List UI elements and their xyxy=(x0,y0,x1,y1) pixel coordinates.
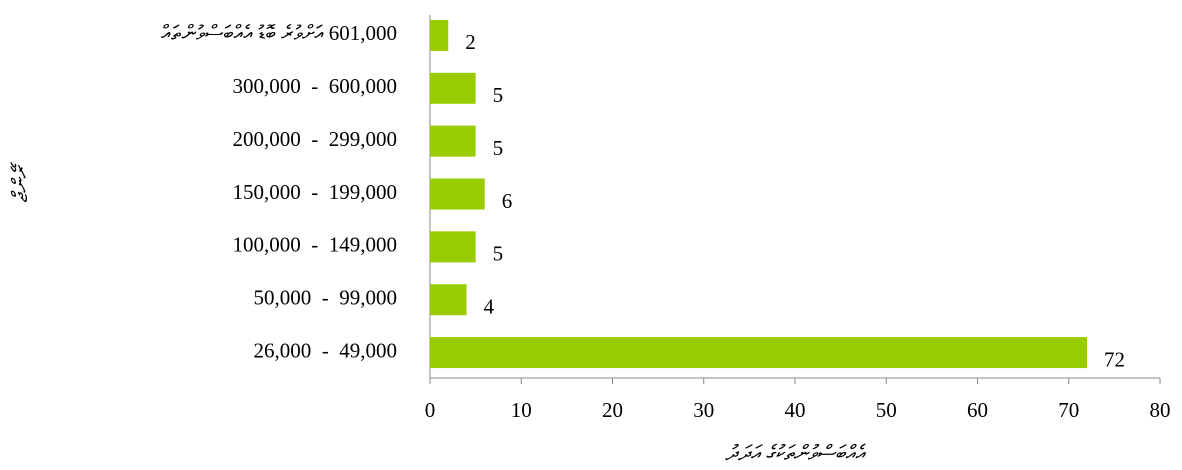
data-label: 5 xyxy=(493,136,504,160)
x-tick-label: 0 xyxy=(425,398,436,422)
y-tick-label: 150,000 - 199,000 xyxy=(233,180,398,204)
data-label: 4 xyxy=(484,295,495,319)
data-label: 6 xyxy=(502,189,513,213)
y-tick-label: 300,000 - 600,000 xyxy=(233,74,398,98)
x-tick-label: 30 xyxy=(693,398,714,422)
y-tick-label: 601,000 އަށްވުރެ ބޮޑު އެއްބަސްވުންތައް xyxy=(161,21,397,45)
y-tick-label: 50,000 - 99,000 xyxy=(254,286,398,310)
x-tick-label: 70 xyxy=(1058,398,1079,422)
x-tick-label: 60 xyxy=(967,398,988,422)
y-tick-label: 200,000 - 299,000 xyxy=(233,127,398,151)
bar xyxy=(430,231,476,263)
bar xyxy=(430,178,485,210)
x-tick-label: 50 xyxy=(876,398,897,422)
data-label: 5 xyxy=(493,83,504,107)
y-axis-label: ރޭންޖް xyxy=(8,161,32,203)
data-label: 72 xyxy=(1104,347,1125,371)
bar xyxy=(430,72,476,104)
y-tick-label: 100,000 - 149,000 xyxy=(233,233,398,257)
bar xyxy=(430,337,1087,369)
x-tick-label: 40 xyxy=(785,398,806,422)
x-tick-label: 20 xyxy=(602,398,623,422)
x-tick-label: 80 xyxy=(1150,398,1171,422)
x-tick-label: 10 xyxy=(511,398,532,422)
y-tick-label: 26,000 - 49,000 xyxy=(254,338,398,362)
bar xyxy=(430,19,449,51)
bar xyxy=(430,125,476,157)
x-axis-label: އެއްބަސްވުންތަކުގެ އަދަދު xyxy=(724,441,866,465)
bar xyxy=(430,284,467,316)
data-label: 5 xyxy=(493,242,504,266)
data-label: 2 xyxy=(465,30,476,54)
